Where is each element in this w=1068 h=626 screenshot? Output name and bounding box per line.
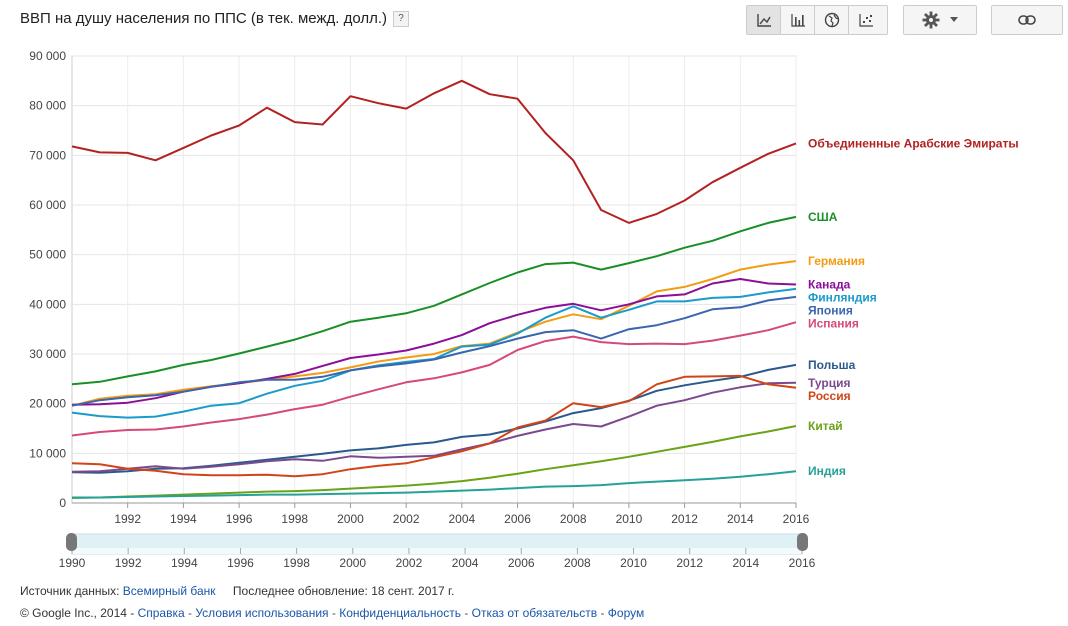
last-updated: Последнее обновление: 18 сент. 2017 г. bbox=[232, 584, 455, 598]
slider-tick-label: 1996 bbox=[227, 556, 254, 570]
y-tick-label: 20 000 bbox=[29, 397, 66, 411]
line-chart-icon bbox=[756, 14, 771, 27]
y-tick-label: 90 000 bbox=[29, 49, 66, 63]
y-tick-label: 0 bbox=[59, 496, 66, 510]
source-link[interactable]: Всемирный банк bbox=[122, 584, 216, 598]
scatter-chart-button[interactable] bbox=[849, 6, 883, 34]
x-tick-label: 1996 bbox=[226, 512, 253, 526]
line-chart-button[interactable] bbox=[747, 6, 781, 34]
gridlines bbox=[72, 55, 797, 503]
series-line[interactable] bbox=[71, 295, 797, 407]
map-chart-button[interactable] bbox=[815, 6, 849, 34]
legend: Объединенные Арабские Эмираты США Германия… bbox=[808, 136, 1019, 478]
series-line[interactable] bbox=[71, 381, 797, 473]
series-label[interactable]: Индия bbox=[808, 464, 846, 478]
series-label[interactable]: Китай bbox=[808, 419, 843, 433]
series-label[interactable]: Финляндия bbox=[808, 290, 877, 304]
chevron-down-icon bbox=[950, 17, 958, 22]
slider-tick-label: 2006 bbox=[508, 556, 535, 570]
slider-tick-label: 1998 bbox=[283, 556, 310, 570]
link-button[interactable] bbox=[991, 5, 1063, 35]
series-lines bbox=[71, 79, 797, 499]
series-line[interactable] bbox=[71, 260, 797, 407]
y-tick-label: 70 000 bbox=[29, 148, 66, 162]
slider-tick-label: 2016 bbox=[789, 556, 816, 570]
forum-link[interactable]: Форум bbox=[607, 606, 645, 620]
x-tick-label: 2016 bbox=[783, 512, 810, 526]
x-tick-label: 2012 bbox=[671, 512, 698, 526]
chart-type-toolbar bbox=[746, 5, 888, 35]
disclaimer-link[interactable]: Отказ от обязательств bbox=[471, 606, 598, 620]
series-label[interactable]: Испания bbox=[808, 316, 859, 330]
terms-link[interactable]: Условия использования bbox=[195, 606, 329, 620]
slider-tick-label: 1990 bbox=[59, 556, 86, 570]
series-label[interactable]: Турция bbox=[808, 376, 850, 390]
bar-chart-icon bbox=[790, 14, 805, 27]
bar-chart-button[interactable] bbox=[781, 6, 815, 34]
slider-tick-label: 2000 bbox=[339, 556, 366, 570]
x-tick-label: 2010 bbox=[616, 512, 643, 526]
series-label[interactable]: США bbox=[808, 210, 838, 224]
series-line[interactable] bbox=[71, 374, 797, 478]
slider-track-lower bbox=[72, 548, 802, 554]
x-tick-label: 1998 bbox=[281, 512, 308, 526]
help-icon[interactable]: ? bbox=[393, 11, 410, 27]
x-tick-label: 1994 bbox=[170, 512, 197, 526]
gear-icon bbox=[922, 11, 940, 29]
y-tick-label: 80 000 bbox=[29, 99, 66, 113]
link-icon bbox=[1018, 15, 1036, 25]
plot-area bbox=[71, 55, 797, 504]
series-line[interactable] bbox=[71, 425, 797, 499]
x-axis: 1992 1994 1996 1998 2000 2002 2004 2006 2008 2010… bbox=[72, 502, 810, 526]
series-line[interactable] bbox=[71, 79, 797, 224]
y-tick-label: 10 000 bbox=[29, 446, 66, 460]
x-tick-label: 2004 bbox=[448, 512, 475, 526]
slider-tick-label: 2012 bbox=[676, 556, 703, 570]
series-line[interactable] bbox=[71, 215, 797, 386]
copyright: © Google Inc., 2014 - bbox=[20, 606, 135, 620]
series-label[interactable]: Канада bbox=[808, 277, 851, 291]
slider-tick-label: 2010 bbox=[620, 556, 647, 570]
slider-ticks: 1990 1992 1994 1996 1998 2000 2002 2004 2006 2008… bbox=[59, 548, 816, 570]
y-tick-label: 40 000 bbox=[29, 297, 66, 311]
x-tick-label: 2014 bbox=[727, 512, 754, 526]
series-label[interactable]: Россия bbox=[808, 389, 851, 403]
page-title: ВВП на душу населения по ППС (в тек. меж… bbox=[20, 10, 410, 27]
y-tick-label: 30 000 bbox=[29, 347, 66, 361]
settings-menu-button[interactable] bbox=[903, 5, 977, 35]
series-label[interactable]: Германия bbox=[808, 254, 865, 268]
slider-tick-label: 1994 bbox=[171, 556, 198, 570]
x-tick-label: 2000 bbox=[337, 512, 364, 526]
y-tick-label: 50 000 bbox=[29, 248, 66, 262]
x-tick-label: 2002 bbox=[393, 512, 420, 526]
slider-start-handle[interactable] bbox=[66, 533, 77, 551]
privacy-link[interactable]: Конфиденциальность bbox=[339, 606, 461, 620]
help-link[interactable]: Справка bbox=[137, 606, 185, 620]
x-tick-label: 2008 bbox=[560, 512, 587, 526]
x-tick-label: 2006 bbox=[504, 512, 531, 526]
scatter-icon bbox=[859, 14, 873, 27]
slider-tick-label: 2014 bbox=[732, 556, 759, 570]
slider-end-handle[interactable] bbox=[797, 533, 808, 551]
source-label: Источник данных: bbox=[20, 584, 120, 598]
globe-icon bbox=[824, 12, 839, 28]
series-label[interactable]: Объединенные Арабские Эмираты bbox=[808, 136, 1019, 150]
y-axis: 0 10 000 20 000 30 000 40 000 50 000 60 000 70 … bbox=[29, 49, 66, 510]
copyright-line: © Google Inc., 2014 - Справка - Условия … bbox=[20, 606, 645, 620]
x-tick-label: 1992 bbox=[114, 512, 141, 526]
series-label[interactable]: Япония bbox=[808, 303, 853, 317]
series-line[interactable] bbox=[72, 470, 797, 499]
slider-tick-label: 1992 bbox=[115, 556, 142, 570]
series-line[interactable] bbox=[71, 321, 797, 437]
y-tick-label: 60 000 bbox=[29, 198, 66, 212]
slider-tick-label: 2002 bbox=[396, 556, 423, 570]
time-slider[interactable]: 1990 1992 1994 1996 1998 2000 2002 2004 2006 2008… bbox=[59, 533, 816, 570]
slider-tick-label: 2008 bbox=[564, 556, 591, 570]
slider-tick-label: 2004 bbox=[452, 556, 479, 570]
source-line: Источник данных: Всемирный банк Последне… bbox=[20, 584, 454, 598]
series-label[interactable]: Польша bbox=[808, 358, 856, 372]
